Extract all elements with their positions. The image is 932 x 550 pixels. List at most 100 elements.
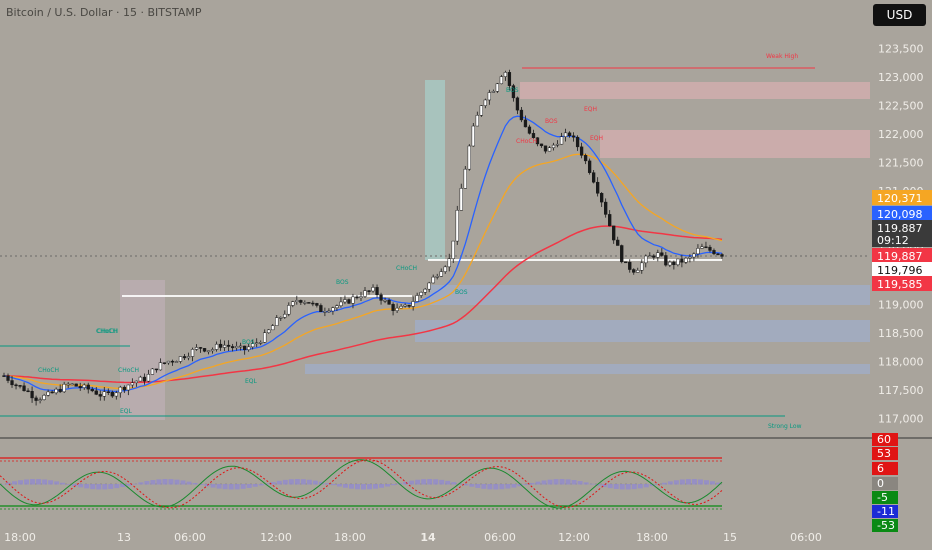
candle-body <box>234 346 239 349</box>
candle-body <box>86 384 90 390</box>
candle-body <box>551 144 556 148</box>
histogram-bar <box>234 484 240 490</box>
histogram-bar <box>216 484 222 489</box>
histogram-bar <box>559 479 565 485</box>
histogram-bar <box>222 484 228 490</box>
candle-body <box>14 384 18 387</box>
candle-body <box>42 395 46 400</box>
candle-body <box>243 345 247 351</box>
histogram-bar <box>78 484 84 488</box>
candle-body <box>383 300 387 302</box>
oscillator-level-tag <box>872 447 898 460</box>
price-tag-label: 119,585 <box>877 278 923 291</box>
histogram-bar <box>54 481 60 485</box>
time-axis[interactable]: 18:00 13 06:00 12:00 18:00 14 06:00 12:00 18:00 1… <box>4 531 822 544</box>
candle-body <box>704 246 708 249</box>
supply-zone <box>600 130 870 158</box>
candle-body <box>624 261 628 264</box>
demand-zone <box>415 320 870 342</box>
histogram-bar <box>493 484 499 490</box>
candle-body <box>255 342 259 345</box>
histogram-bar <box>427 479 433 485</box>
candle-body <box>660 252 664 256</box>
histogram-bar <box>709 481 715 485</box>
histogram-bar <box>541 480 547 485</box>
histogram-bar <box>306 479 312 485</box>
candle-body <box>367 290 371 292</box>
candle-body <box>531 133 536 138</box>
candle-body <box>363 290 367 297</box>
price-tag-label: 119,887 <box>877 250 923 263</box>
structure-label: BOS <box>506 87 519 94</box>
histogram-bar <box>625 484 631 490</box>
histogram-bar <box>48 480 54 485</box>
structure-label: EQL <box>245 378 258 385</box>
histogram-bar <box>210 484 216 488</box>
histogram-bar <box>571 480 577 485</box>
candle-body <box>259 342 263 344</box>
candle-body <box>206 350 211 353</box>
candle-body <box>82 384 86 388</box>
histogram-bar <box>114 484 120 489</box>
histogram-bar <box>108 484 114 489</box>
candle-body <box>652 255 656 258</box>
histogram-bar <box>72 484 78 487</box>
candle-body <box>315 303 319 306</box>
candle-body <box>587 160 592 173</box>
histogram-bar <box>138 482 144 485</box>
histogram-bar <box>330 484 336 486</box>
candle-body <box>263 332 267 343</box>
oscillator-level-tag <box>872 433 898 446</box>
histogram-bar <box>120 484 126 487</box>
price-tick-label: 118,000 <box>878 355 924 368</box>
oscillator-level-label: -53 <box>877 519 895 532</box>
candle-body <box>26 390 30 393</box>
candle-body <box>166 360 171 364</box>
histogram-bar <box>601 484 607 487</box>
histogram-bar <box>379 484 385 488</box>
candle-body <box>66 383 70 386</box>
candle-body <box>427 282 431 290</box>
oscillator-level-label: -11 <box>877 505 895 518</box>
candle-body <box>335 305 339 309</box>
structure-label: BOS <box>242 339 255 346</box>
price-tick-label: 119,000 <box>878 299 924 312</box>
histogram-bar <box>637 484 643 489</box>
candle-body <box>279 317 283 319</box>
structure-label: EQH <box>584 106 597 113</box>
histogram-bar <box>391 484 397 486</box>
candle-body <box>684 257 688 263</box>
histogram-bar <box>649 484 655 487</box>
candle-body <box>696 248 700 255</box>
candle-body <box>640 262 644 271</box>
candle-body <box>591 172 596 183</box>
histogram-bar <box>577 481 583 485</box>
candle-body <box>198 347 203 349</box>
structure-label: CHoCH <box>396 265 417 272</box>
candle-body <box>567 132 572 137</box>
currency-button[interactable]: USD <box>873 4 926 26</box>
histogram-bar <box>565 479 571 485</box>
candle-body <box>443 266 447 272</box>
histogram-bar <box>475 484 481 488</box>
candle-body <box>475 115 479 127</box>
histogram-bar <box>367 484 373 490</box>
histogram-bar <box>421 479 427 485</box>
candle-body <box>656 252 660 258</box>
candle-body <box>700 246 704 249</box>
candle-body <box>439 271 443 277</box>
time-tick-label: 12:00 <box>260 531 292 544</box>
candle-body <box>295 300 299 302</box>
candle-body <box>608 214 612 227</box>
time-tick-label: 18:00 <box>636 531 668 544</box>
candle-body <box>226 344 231 347</box>
candle-body <box>519 109 524 121</box>
histogram-bar <box>18 480 24 485</box>
candle-body <box>170 360 175 363</box>
candle-body <box>692 253 696 258</box>
candle-body <box>399 306 403 309</box>
histogram-bar <box>451 482 457 485</box>
structure-labels: BOS BOS BOS BOS BOS CHoCH CHoCH CHoCH CHoCH CHoCH… <box>38 53 802 430</box>
